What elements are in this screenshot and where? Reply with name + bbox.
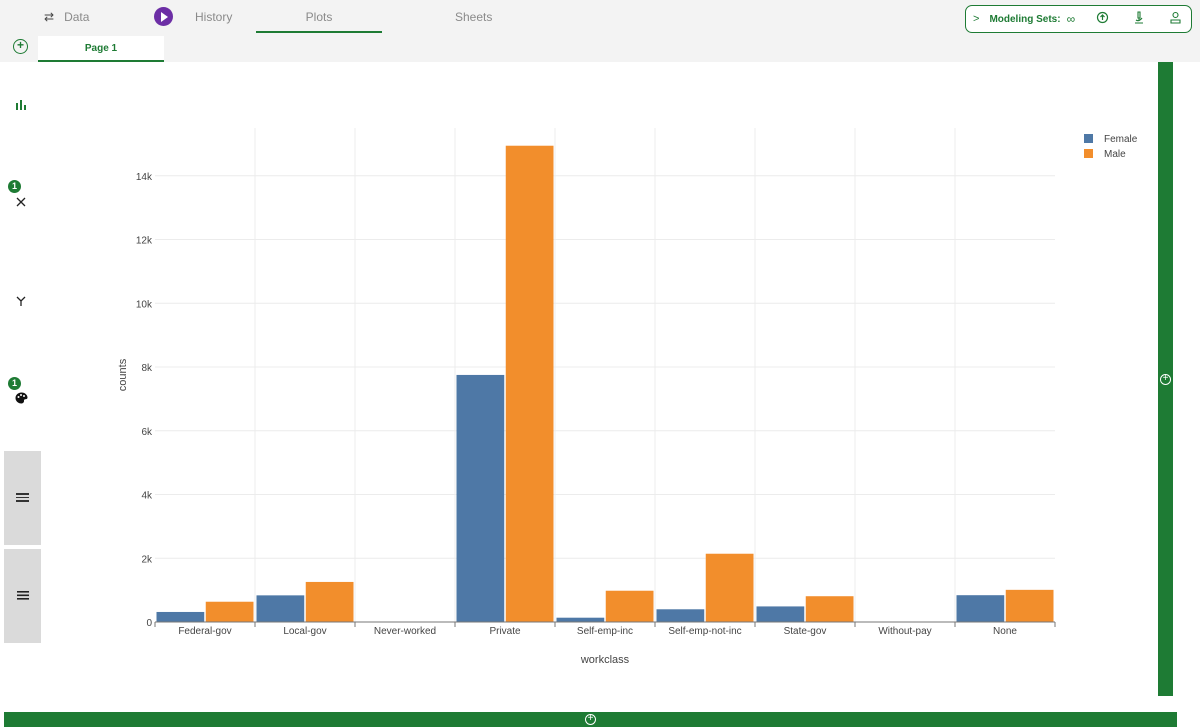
plot-config-sidebar: 1 1 (0, 62, 42, 712)
tab-sheets-label: Sheets (455, 9, 493, 24)
chevron-right-icon[interactable]: > (973, 13, 980, 25)
active-tab-indicator (256, 31, 382, 33)
page-tab-label: Page 1 (84, 42, 118, 54)
tab-plots[interactable]: Plots (256, 0, 382, 33)
tab-plots-label: Plots (305, 9, 333, 24)
x-tick-label: Private (489, 626, 521, 637)
y-axis-title: counts (117, 358, 129, 391)
legend-label-male: Male (1104, 149, 1126, 160)
add-row-bar[interactable]: + (4, 712, 1177, 727)
tab-data[interactable]: ⇄ Data (44, 0, 89, 33)
color-count-badge: 1 (8, 377, 21, 390)
bar-female-state-gov (756, 606, 805, 622)
y-tick-label: 10k (136, 299, 153, 310)
workclass-bar-chart: 0 2k 4k 6k 8k 10k 12k 14k Federal-gov Local-gov Ne… (117, 128, 1138, 666)
y-tick-label: 2k (141, 554, 153, 565)
x-tick-label: None (993, 626, 1017, 637)
chart-grid (155, 128, 1055, 622)
bar-female-federal-gov (156, 611, 205, 622)
y-tick-label: 0 (146, 618, 152, 629)
color-palette-icon[interactable] (0, 390, 42, 406)
y-tick-label: 8k (141, 363, 153, 374)
add-page-icon[interactable]: + (13, 39, 28, 54)
x-axis-icon[interactable] (0, 194, 42, 210)
page-tabs-bar (0, 36, 1200, 62)
add-column-icon: + (1160, 373, 1171, 385)
modeling-sets-panel[interactable]: > Modeling Sets: ∞ (965, 5, 1192, 33)
bar-chart-icon[interactable] (0, 94, 42, 114)
legend-label-female: Female (1104, 134, 1138, 145)
scale-icon[interactable] (1169, 11, 1182, 28)
bar-male-self-emp-not-inc (705, 553, 754, 622)
modeling-sets-label: Modeling Sets: (989, 13, 1061, 25)
bar-male-state-gov (805, 596, 854, 622)
x-tick-label: Without-pay (878, 626, 931, 637)
tab-data-label: Data (64, 9, 90, 24)
tab-history[interactable]: History (154, 0, 232, 33)
add-column-bar[interactable]: + (1158, 62, 1173, 696)
bar-female-private (456, 374, 505, 622)
list-button[interactable] (4, 549, 41, 643)
y-tick-label: 6k (141, 427, 153, 438)
x-tick-label: State-gov (784, 626, 827, 637)
legend-swatch-male (1084, 149, 1093, 158)
x-axis-title: workclass (580, 654, 630, 666)
x-tick-label: Federal-gov (178, 626, 231, 637)
bar-female-self-emp-inc (556, 617, 605, 622)
microscope-icon[interactable] (1133, 10, 1145, 28)
x-tick-label: Never-worked (374, 626, 436, 637)
y-tick-label: 12k (136, 236, 153, 247)
chart-legend: Female Male (1084, 134, 1138, 160)
bar-male-local-gov (305, 581, 354, 622)
chart-bars (156, 145, 1054, 623)
bar-male-private (505, 145, 554, 622)
y-tick-label: 14k (136, 172, 153, 183)
swap-arrows-icon: ⇄ (44, 9, 55, 24)
infinity-icon[interactable]: ∞ (1066, 12, 1076, 26)
y-tick-label: 4k (141, 491, 153, 502)
x-axis-count-badge: 1 (8, 180, 21, 193)
facet-rows-icon (16, 489, 29, 507)
y-axis-icon[interactable] (0, 293, 42, 309)
top-navigation-bar: ⇄ Data History Plots Sheets > Modeling S… (0, 0, 1200, 36)
list-icon (16, 587, 29, 605)
bar-female-self-emp-not-inc (656, 609, 705, 622)
bar-male-federal-gov (205, 601, 254, 622)
tab-history-label: History (195, 9, 233, 24)
facet-rows-button[interactable] (4, 451, 41, 545)
bar-male-self-emp-inc (605, 590, 654, 622)
legend-swatch-female (1084, 134, 1093, 143)
play-icon[interactable] (154, 7, 173, 26)
chart-axes: 0 2k 4k 6k 8k 10k 12k 14k Federal-gov Local-gov Ne… (136, 172, 1056, 637)
tab-sheets[interactable]: Sheets (455, 0, 492, 33)
x-tick-label: Self-emp-not-inc (668, 626, 741, 637)
add-row-icon: + (585, 714, 596, 725)
bar-female-none (956, 595, 1005, 622)
bar-female-local-gov (256, 595, 305, 622)
upload-cloud-icon[interactable] (1096, 11, 1109, 27)
x-tick-label: Local-gov (283, 626, 326, 637)
page-tab-1[interactable]: Page 1 (38, 36, 164, 62)
x-tick-label: Self-emp-inc (577, 626, 633, 637)
bar-male-none (1005, 589, 1054, 622)
